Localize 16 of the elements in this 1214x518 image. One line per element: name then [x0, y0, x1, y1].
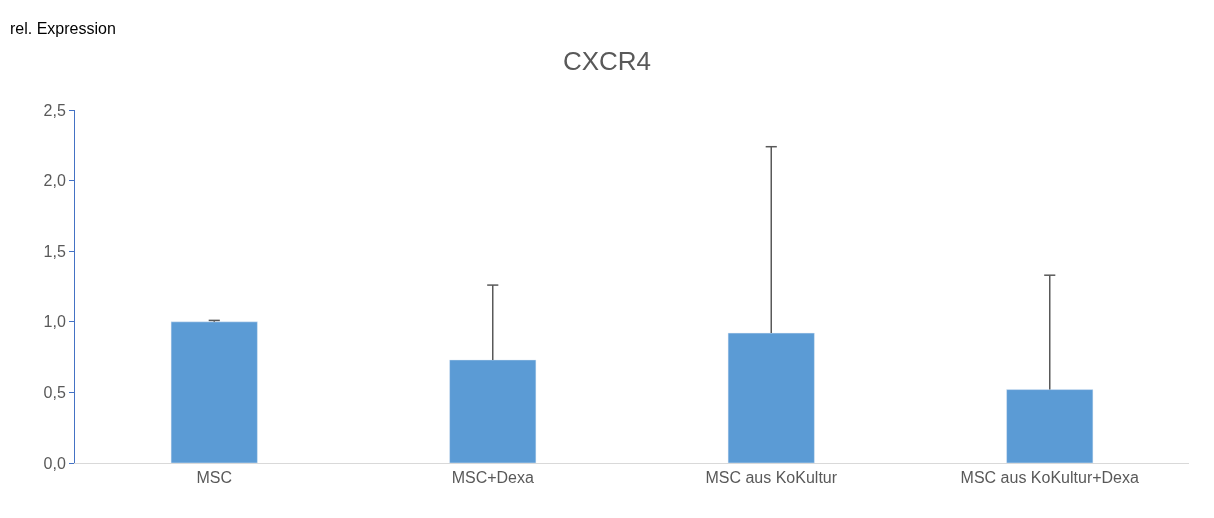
bar — [170, 321, 258, 463]
bar — [727, 332, 815, 463]
y-tick-label: 2,5 — [43, 101, 66, 119]
chart-title: CXCR4 — [562, 46, 652, 76]
x-tick-label: MSC — [196, 469, 233, 487]
x-tick-label: MSC+Dexa — [451, 469, 534, 487]
bar — [1006, 389, 1094, 463]
x-tick-label: MSC aus KoKultur+Dexa — [960, 469, 1139, 487]
y-tick-label: 1,5 — [43, 242, 66, 260]
y-tick-label: 0,0 — [43, 454, 66, 472]
y-tick-label: 1,0 — [43, 313, 66, 331]
y-tick-label: 2,0 — [43, 172, 66, 190]
y-tick-label: 0,5 — [43, 384, 66, 401]
y-axis-title: rel. Expression — [10, 20, 116, 37]
bar — [449, 359, 537, 463]
x-tick-label: MSC aus KoKultur — [705, 469, 838, 487]
